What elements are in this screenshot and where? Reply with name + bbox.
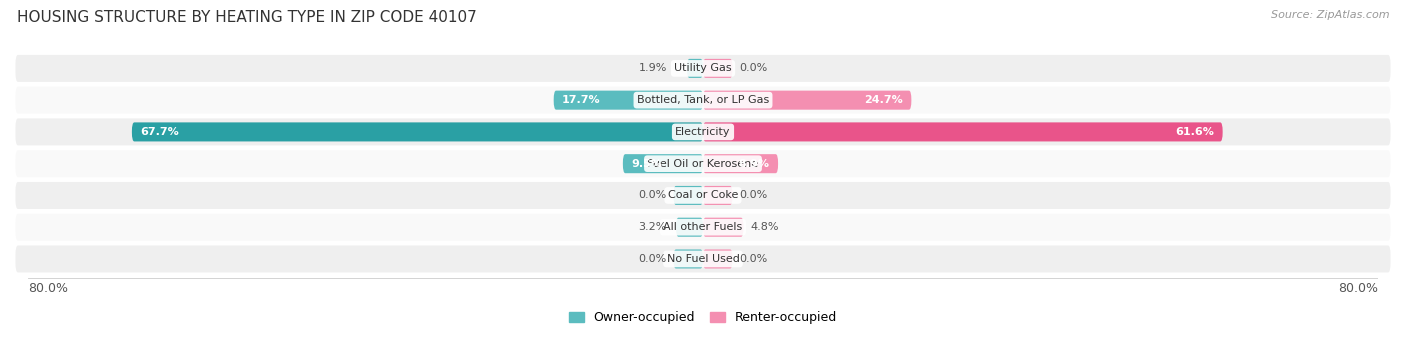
FancyBboxPatch shape	[703, 59, 733, 78]
FancyBboxPatch shape	[673, 186, 703, 205]
FancyBboxPatch shape	[15, 182, 1391, 209]
Text: 0.0%: 0.0%	[638, 190, 666, 201]
Text: 17.7%: 17.7%	[562, 95, 600, 105]
Text: 61.6%: 61.6%	[1175, 127, 1215, 137]
Text: 0.0%: 0.0%	[740, 63, 768, 73]
FancyBboxPatch shape	[703, 154, 778, 173]
Text: HOUSING STRUCTURE BY HEATING TYPE IN ZIP CODE 40107: HOUSING STRUCTURE BY HEATING TYPE IN ZIP…	[17, 10, 477, 25]
FancyBboxPatch shape	[623, 154, 703, 173]
FancyBboxPatch shape	[688, 59, 703, 78]
Text: 0.0%: 0.0%	[638, 254, 666, 264]
Text: Source: ZipAtlas.com: Source: ZipAtlas.com	[1271, 10, 1389, 20]
Text: 8.9%: 8.9%	[738, 159, 769, 169]
FancyBboxPatch shape	[703, 91, 911, 110]
Text: No Fuel Used: No Fuel Used	[666, 254, 740, 264]
FancyBboxPatch shape	[15, 150, 1391, 177]
Text: 3.2%: 3.2%	[638, 222, 666, 232]
FancyBboxPatch shape	[703, 218, 744, 237]
FancyBboxPatch shape	[15, 214, 1391, 241]
Text: Electricity: Electricity	[675, 127, 731, 137]
Legend: Owner-occupied, Renter-occupied: Owner-occupied, Renter-occupied	[568, 311, 838, 324]
Text: Utility Gas: Utility Gas	[675, 63, 731, 73]
FancyBboxPatch shape	[15, 118, 1391, 145]
Text: 0.0%: 0.0%	[740, 254, 768, 264]
Text: 80.0%: 80.0%	[1339, 282, 1378, 295]
Text: Coal or Coke: Coal or Coke	[668, 190, 738, 201]
Text: 9.5%: 9.5%	[631, 159, 662, 169]
FancyBboxPatch shape	[15, 246, 1391, 272]
Text: 1.9%: 1.9%	[638, 63, 666, 73]
Text: 80.0%: 80.0%	[28, 282, 67, 295]
Text: 24.7%: 24.7%	[865, 95, 903, 105]
Text: 67.7%: 67.7%	[141, 127, 179, 137]
Text: 4.8%: 4.8%	[751, 222, 779, 232]
FancyBboxPatch shape	[703, 186, 733, 205]
FancyBboxPatch shape	[703, 122, 1223, 142]
Text: 0.0%: 0.0%	[740, 190, 768, 201]
FancyBboxPatch shape	[554, 91, 703, 110]
FancyBboxPatch shape	[15, 55, 1391, 82]
FancyBboxPatch shape	[132, 122, 703, 142]
FancyBboxPatch shape	[673, 250, 703, 268]
Text: Bottled, Tank, or LP Gas: Bottled, Tank, or LP Gas	[637, 95, 769, 105]
FancyBboxPatch shape	[703, 250, 733, 268]
Text: Fuel Oil or Kerosene: Fuel Oil or Kerosene	[647, 159, 759, 169]
Text: All other Fuels: All other Fuels	[664, 222, 742, 232]
FancyBboxPatch shape	[676, 218, 703, 237]
FancyBboxPatch shape	[15, 87, 1391, 114]
